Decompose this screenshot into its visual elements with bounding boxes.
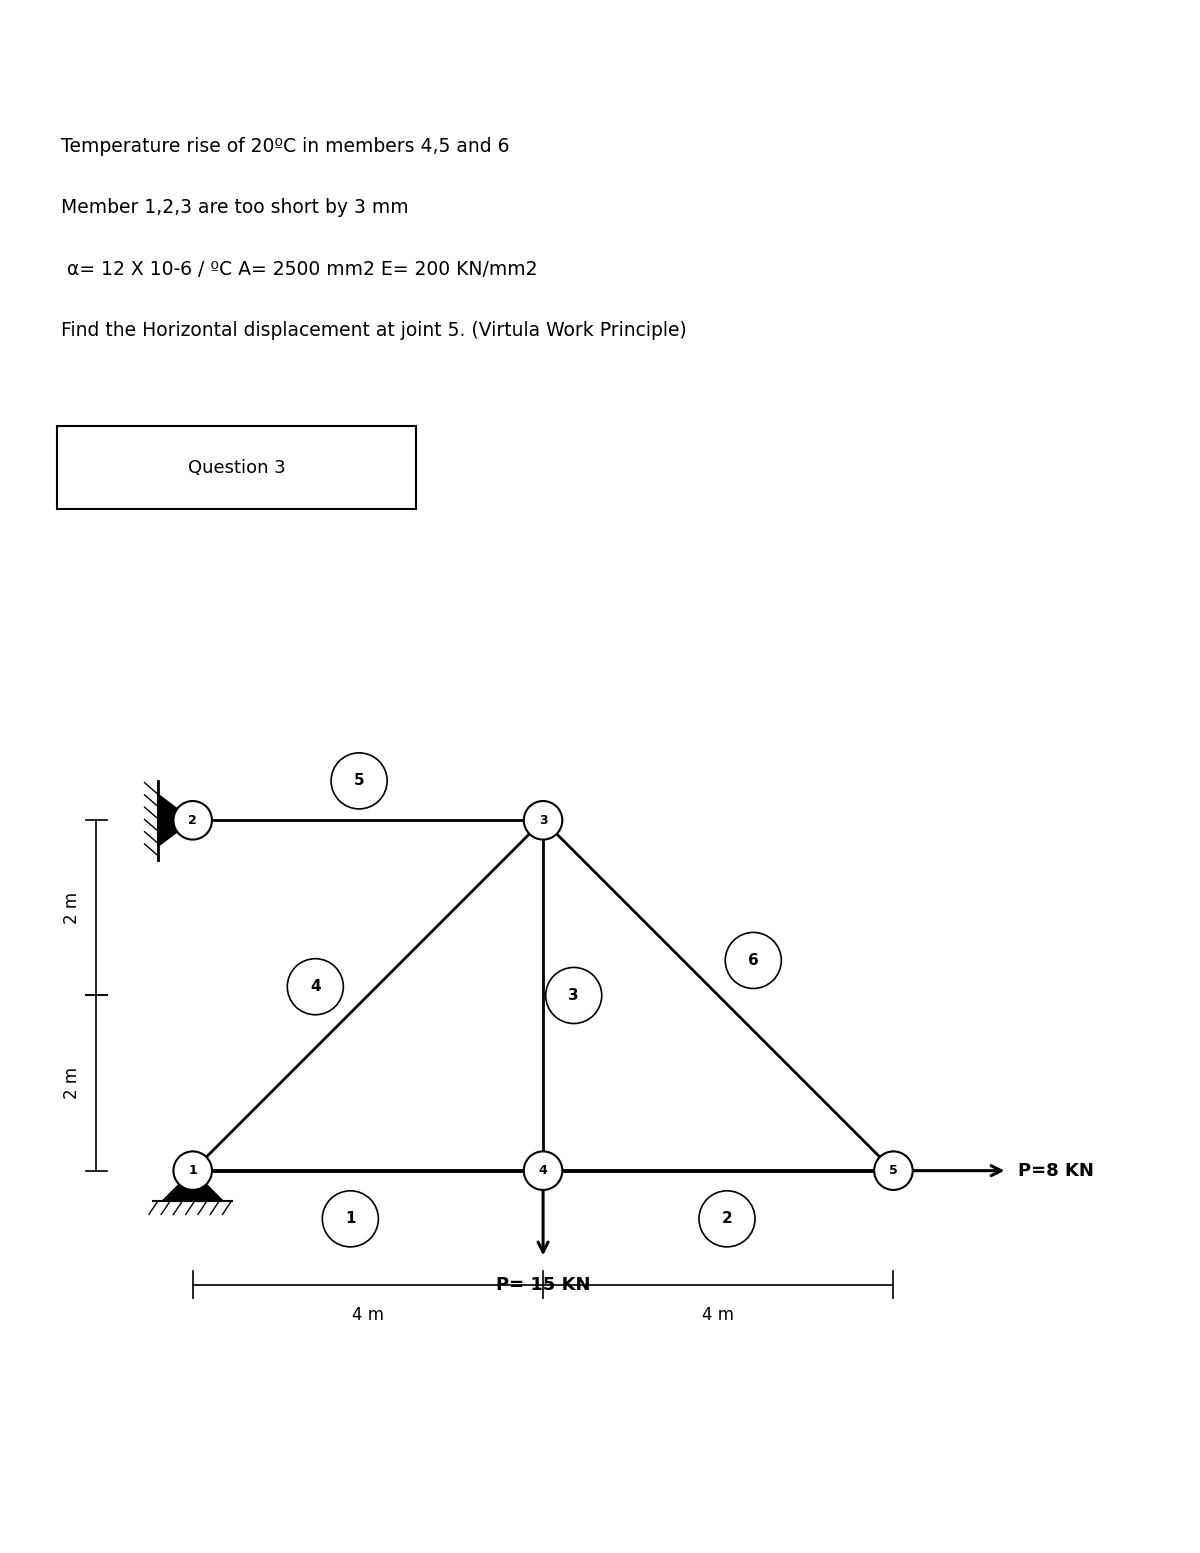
Text: 3: 3 <box>569 988 580 1003</box>
Text: P= 15 KN: P= 15 KN <box>496 1275 590 1294</box>
Text: 2: 2 <box>721 1211 732 1227</box>
Text: Question 3: Question 3 <box>187 458 286 477</box>
Text: 6: 6 <box>748 954 758 968</box>
Polygon shape <box>157 794 193 846</box>
Text: 4: 4 <box>539 1165 547 1177</box>
Text: 2 m: 2 m <box>62 1067 80 1100</box>
Text: Member 1,2,3 are too short by 3 mm: Member 1,2,3 are too short by 3 mm <box>61 199 409 217</box>
Text: α= 12 X 10-6 / ºC A= 2500 mm2 E= 200 KN/mm2: α= 12 X 10-6 / ºC A= 2500 mm2 E= 200 KN/… <box>61 259 538 278</box>
Circle shape <box>874 1151 913 1190</box>
Text: 4 m: 4 m <box>352 1306 384 1325</box>
Circle shape <box>174 801 212 840</box>
Polygon shape <box>162 1171 223 1202</box>
Text: 2: 2 <box>188 814 197 826</box>
Text: 3: 3 <box>539 814 547 826</box>
Circle shape <box>698 1191 755 1247</box>
Text: 5: 5 <box>354 773 365 789</box>
Text: 4 m: 4 m <box>702 1306 734 1325</box>
Circle shape <box>523 1151 563 1190</box>
Circle shape <box>523 801 563 840</box>
Circle shape <box>331 753 388 809</box>
Circle shape <box>174 1151 212 1190</box>
Text: 5: 5 <box>889 1165 898 1177</box>
FancyBboxPatch shape <box>56 426 416 509</box>
Text: Temperature rise of 20ºC in members 4,5 and 6: Temperature rise of 20ºC in members 4,5 … <box>61 137 510 157</box>
Text: 4: 4 <box>310 980 320 994</box>
Text: Find the Horizontal displacement at joint 5. (Virtula Work Principle): Find the Horizontal displacement at join… <box>61 321 688 340</box>
Circle shape <box>323 1191 378 1247</box>
Text: 1: 1 <box>188 1165 197 1177</box>
Circle shape <box>546 968 601 1023</box>
Circle shape <box>725 932 781 988</box>
Circle shape <box>287 958 343 1014</box>
Text: P=8 KN: P=8 KN <box>1018 1162 1093 1180</box>
Text: 1: 1 <box>346 1211 355 1227</box>
Text: 2 m: 2 m <box>62 891 80 924</box>
